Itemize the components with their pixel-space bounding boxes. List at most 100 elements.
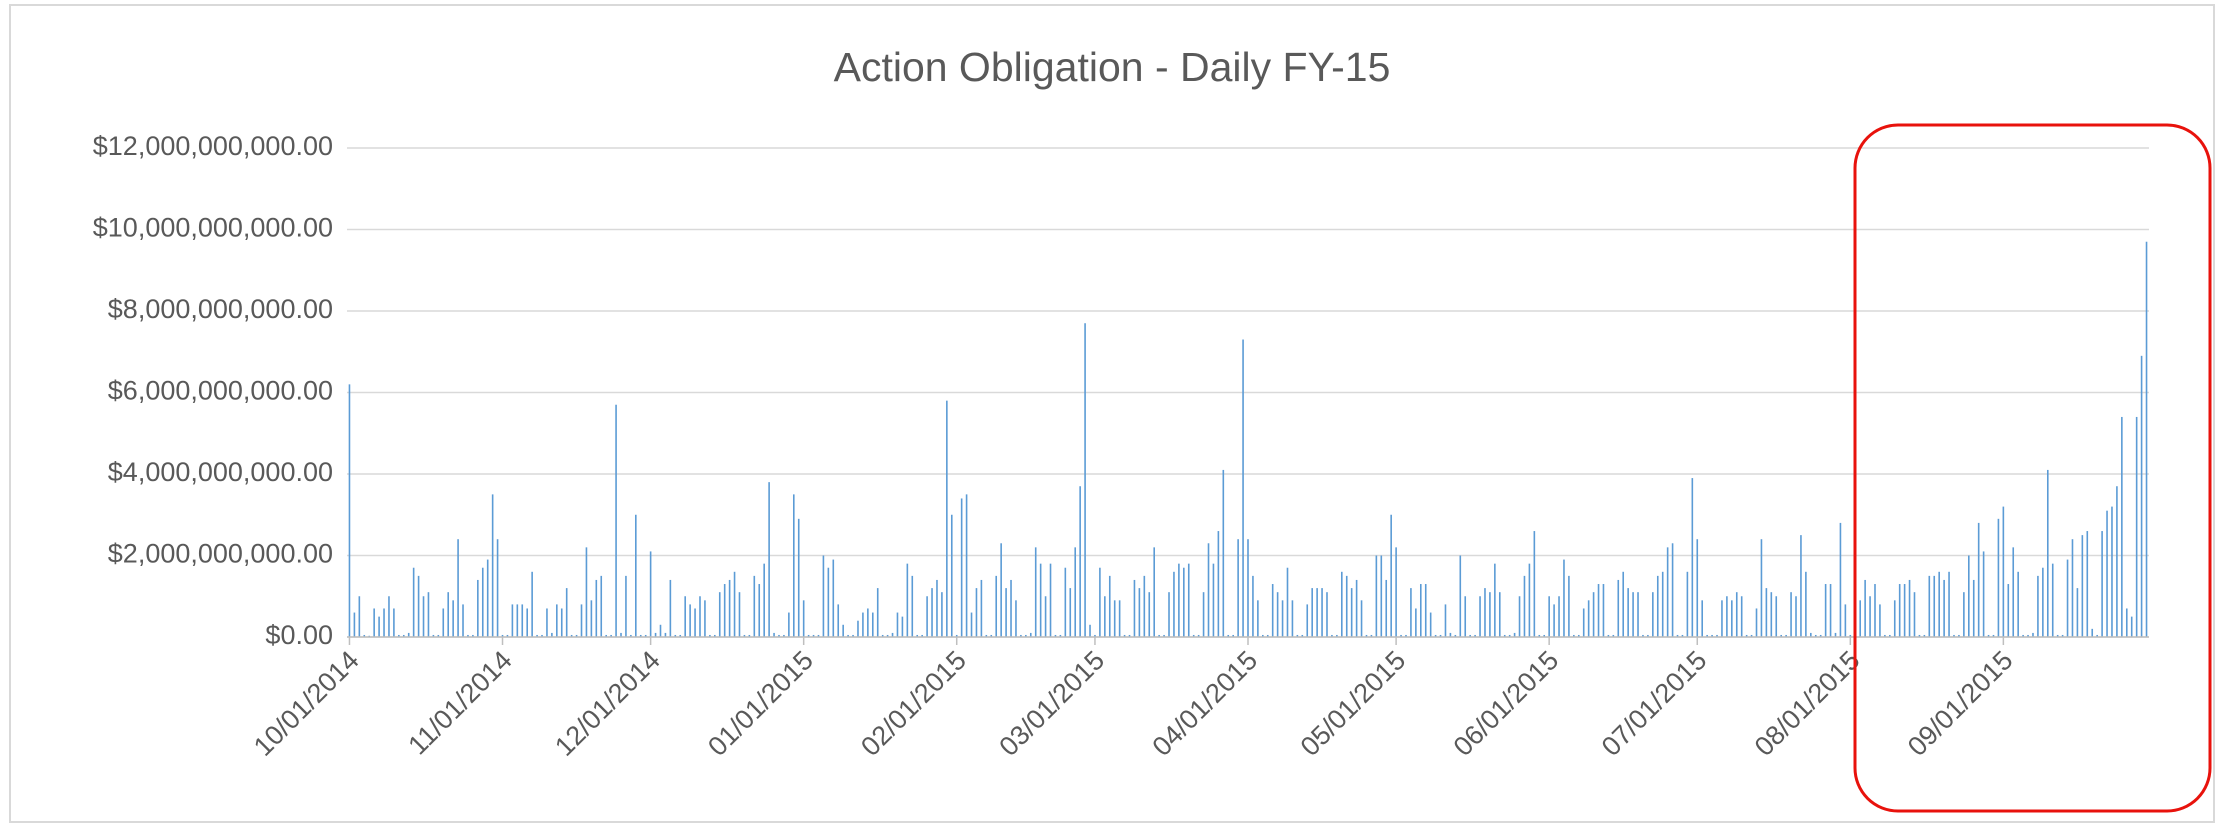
- bar: [960, 498, 963, 637]
- bar: [1291, 600, 1294, 637]
- bar: [802, 600, 805, 637]
- bar: [1760, 539, 1763, 637]
- bar: [442, 608, 445, 637]
- bar: [1968, 555, 1970, 637]
- bar: [1153, 547, 1155, 637]
- bar: [1642, 634, 1644, 637]
- bar: [669, 579, 672, 637]
- bar: [1108, 575, 1111, 637]
- bar: [1000, 543, 1002, 637]
- bar: [768, 482, 770, 637]
- bar: [516, 604, 519, 637]
- bar: [1992, 634, 1995, 637]
- bar: [1671, 543, 1674, 637]
- bar: [1963, 592, 1965, 637]
- bar: [2066, 559, 2069, 637]
- bar: [2111, 506, 2113, 637]
- bar: [1528, 563, 1531, 637]
- bar: [1434, 634, 1437, 637]
- bar: [1395, 547, 1397, 637]
- bar: [867, 608, 869, 637]
- bar: [496, 539, 499, 637]
- bar: [1652, 592, 1654, 637]
- bar: [1879, 604, 1881, 637]
- bar: [1464, 596, 1467, 637]
- bar: [1212, 563, 1215, 637]
- bar: [1755, 608, 1758, 637]
- bar: [452, 600, 454, 637]
- bar: [1301, 634, 1304, 637]
- bar: [2042, 567, 2044, 637]
- bar: [639, 634, 642, 637]
- bar: [1375, 555, 1378, 637]
- bar: [1247, 539, 1249, 637]
- bar: [1173, 571, 1175, 637]
- y-tick-label: $2,000,000,000.00: [108, 539, 333, 569]
- bar: [1573, 634, 1575, 637]
- bar: [407, 632, 410, 637]
- bar: [1429, 612, 1432, 637]
- bar: [472, 634, 474, 637]
- bar: [1029, 632, 1032, 637]
- bar: [570, 634, 573, 637]
- bar: [1454, 634, 1457, 637]
- bar: [654, 632, 657, 637]
- bar: [1321, 588, 1323, 637]
- bar: [536, 634, 538, 637]
- bar: [950, 514, 953, 637]
- bar: [1829, 584, 1832, 637]
- bar: [1553, 604, 1555, 637]
- bar: [1592, 592, 1595, 637]
- bar: [733, 571, 736, 637]
- bar: [1158, 634, 1160, 637]
- bar: [753, 575, 756, 637]
- bar: [1775, 596, 1778, 637]
- bar: [486, 559, 489, 637]
- bar: [1568, 575, 1570, 637]
- bar: [852, 634, 854, 637]
- bar: [1054, 634, 1057, 637]
- bar: [1711, 634, 1713, 637]
- bar: [1089, 624, 1091, 637]
- bar: [1133, 579, 1136, 637]
- bar: [1953, 634, 1955, 637]
- bar: [1676, 634, 1679, 637]
- bar: [1859, 600, 1861, 637]
- bar: [1745, 634, 1748, 637]
- bar: [644, 634, 647, 637]
- bar: [1948, 571, 1950, 637]
- bar: [1577, 634, 1580, 637]
- bar: [1350, 588, 1353, 637]
- bar: [1168, 592, 1170, 637]
- bar: [876, 588, 879, 637]
- bar: [2101, 531, 2103, 637]
- bar: [1819, 634, 1822, 637]
- bar: [1232, 634, 1234, 637]
- bar: [718, 592, 721, 637]
- bar: [1908, 579, 1911, 637]
- bar: [871, 612, 874, 637]
- bar: [1790, 592, 1792, 637]
- bar: [1958, 634, 1960, 637]
- bar: [1632, 592, 1634, 637]
- bar: [1380, 555, 1383, 637]
- bar: [1726, 596, 1728, 637]
- bar: [1691, 478, 1694, 637]
- bar: [955, 634, 958, 637]
- bar: [1706, 634, 1708, 637]
- bar: [605, 634, 607, 637]
- bar: [1025, 634, 1027, 637]
- bar: [1104, 596, 1106, 637]
- bar: [1977, 522, 1980, 637]
- bar: [921, 634, 923, 637]
- bar: [926, 596, 928, 637]
- bar: [2121, 416, 2123, 637]
- y-tick-label: $10,000,000,000.00: [93, 213, 333, 243]
- bar: [1750, 634, 1753, 637]
- bar: [911, 575, 914, 637]
- bar: [521, 604, 524, 637]
- bar: [546, 608, 548, 637]
- bar: [1296, 634, 1299, 637]
- bar: [1276, 592, 1279, 637]
- bar: [679, 634, 682, 637]
